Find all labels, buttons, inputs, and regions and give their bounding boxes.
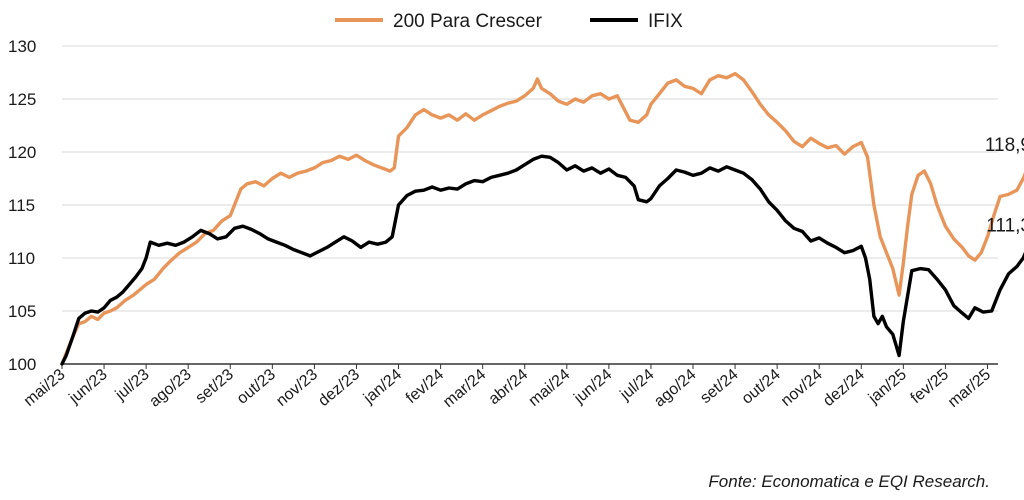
series-line-ifix [60, 154, 1024, 366]
x-tick-label: ago/23 [146, 366, 194, 411]
x-tick-label: mai/24 [526, 366, 574, 410]
x-tick-label: dez/24 [820, 366, 868, 410]
x-tick-label: fev/25 [908, 366, 952, 407]
end-value-label: 118,96 [985, 135, 1024, 156]
x-tick-label: jan/25 [865, 366, 910, 408]
y-tick-label: 120 [8, 143, 36, 162]
x-tick-label: nov/23 [273, 366, 321, 410]
end-labels: 118,96 111,39 [985, 135, 1024, 236]
legend: 200 Para Crescer IFIX [335, 11, 683, 32]
gridlines [62, 45, 998, 312]
series-lines [60, 71, 1024, 366]
y-tick-label: 100 [8, 355, 36, 374]
legend-label: IFIX [648, 11, 683, 32]
x-tick-label: ago/24 [651, 366, 699, 411]
x-tick-label: out/24 [739, 366, 784, 408]
y-tick-label: 115 [8, 196, 35, 215]
x-tick-label: fev/24 [403, 366, 447, 407]
y-axis-ticks: 100 105 110 115 120 125 130 [8, 37, 36, 374]
x-tick-label: mar/24 [440, 366, 489, 411]
x-tick-label: set/24 [697, 366, 741, 407]
x-tick-label: abr/24 [486, 366, 532, 408]
end-value-label: 111,39 [986, 215, 1024, 236]
x-tick-label: mar/25 [945, 366, 994, 411]
y-tick-label: 105 [8, 302, 36, 321]
x-tick-label: out/23 [234, 366, 279, 408]
x-tick-label: nov/24 [778, 366, 826, 410]
x-tick-label: jan/24 [360, 366, 405, 408]
x-tick-label: dez/23 [315, 366, 363, 410]
source-note: Fonte: Economatica e EQI Research. [708, 472, 990, 491]
x-tick-label: set/23 [193, 366, 237, 407]
y-tick-label: 130 [8, 37, 36, 56]
series-line-200-para-crescer [60, 71, 1024, 366]
legend-label: 200 Para Crescer [393, 11, 543, 32]
y-tick-label: 110 [8, 249, 35, 268]
y-tick-label: 125 [8, 90, 36, 109]
x-tick-label: jun/23 [66, 366, 111, 408]
x-tick-label: jun/24 [570, 366, 615, 408]
